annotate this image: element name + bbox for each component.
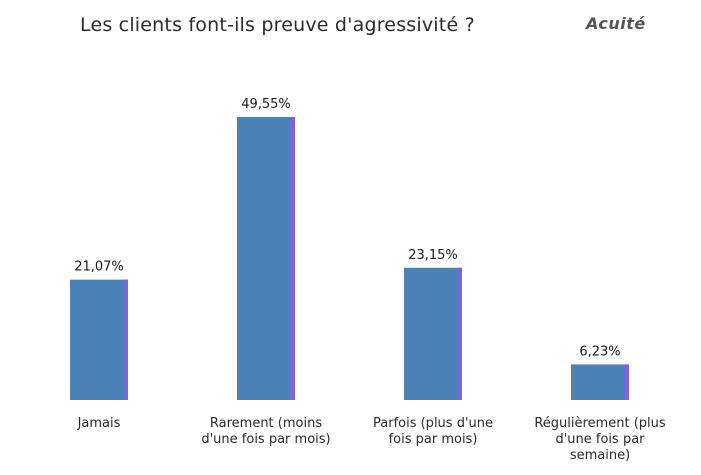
category-label-line: semaine) [570, 448, 630, 463]
category-label-line: fois par mois) [389, 432, 478, 447]
category-label-line: Régulièrement (plus [534, 416, 666, 431]
category-label: Rarement (moins d'une fois par mois) [201, 416, 330, 447]
category-label-line: Rarement (moins [210, 416, 322, 431]
bar-edge [290, 117, 295, 400]
value-label: 21,07% [74, 260, 124, 275]
bar-group: 21,07% Jamais [70, 260, 128, 431]
category-label-line: d'une fois par mois) [201, 432, 330, 447]
brand-logo: Acuité [586, 14, 646, 33]
category-label: Parfois (plus d'une fois par mois) [373, 416, 493, 447]
bar-group: 23,15% Parfois (plus d'une fois par mois) [373, 248, 493, 447]
bar-edge [624, 364, 629, 400]
bar [70, 279, 128, 400]
bar [571, 364, 629, 400]
category-label: Régulièrement (plus d'une fois par semaine… [534, 416, 666, 463]
category-label-line: d'une fois par [555, 432, 645, 447]
value-label: 49,55% [241, 97, 291, 112]
category-label-line: Jamais [77, 416, 121, 431]
bar-edge [123, 279, 128, 400]
value-label: 6,23% [579, 344, 620, 359]
category-label: Jamais [77, 416, 121, 431]
bar [404, 267, 462, 400]
chart-title: Les clients font-ils preuve d'agressivit… [80, 14, 475, 36]
bar-edge [457, 267, 462, 400]
category-label-line: Parfois (plus d'une [373, 416, 493, 431]
bar-group: 49,55% Rarement (moins d'une fois par mois… [201, 97, 330, 447]
bar-group: 6,23% Régulièrement (plus d'une fois par se… [534, 344, 666, 463]
bar [237, 117, 295, 400]
value-label: 23,15% [408, 248, 458, 263]
